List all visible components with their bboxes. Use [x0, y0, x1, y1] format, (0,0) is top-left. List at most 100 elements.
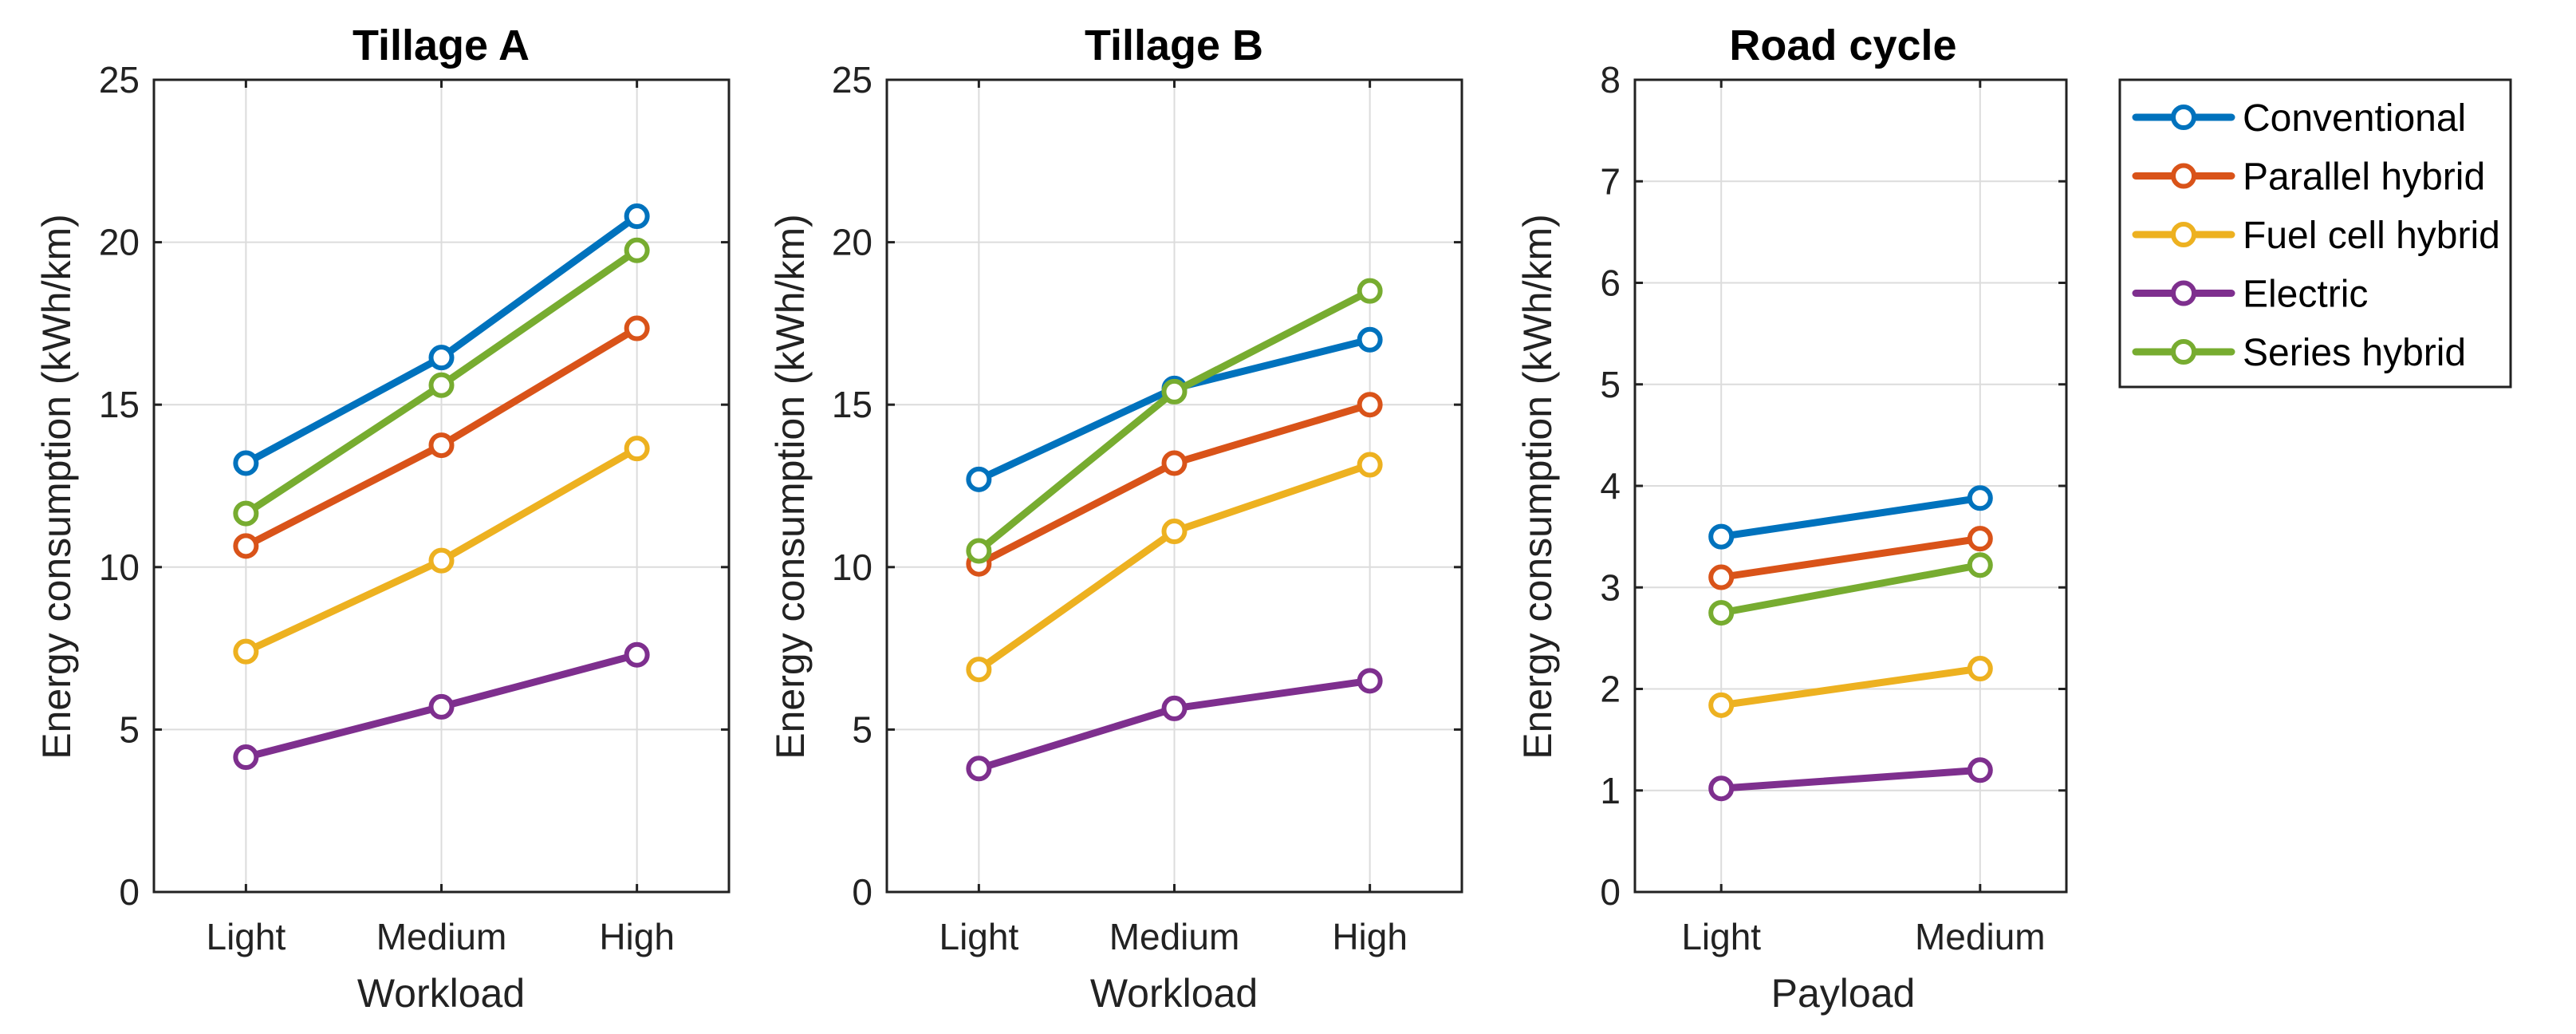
- data-point: [1357, 278, 1383, 304]
- legend-swatch-marker: [2171, 339, 2196, 365]
- legend-label: Electric: [2243, 274, 2368, 316]
- y-tick-label: 4: [1600, 465, 1621, 507]
- y-tick-label: 5: [1600, 364, 1621, 405]
- data-point: [233, 533, 259, 559]
- legend-item-fuel-cell-hybrid: Fuel cell hybrid: [2132, 215, 2500, 257]
- series-series-hybrid: [233, 237, 650, 527]
- series-fuel-cell-hybrid: [966, 452, 1383, 683]
- y-tick-label: 15: [832, 384, 872, 425]
- series-line: [1717, 494, 1984, 541]
- data-point: [1161, 378, 1188, 405]
- legend: Conventional Parallel hybrid Fuel cell hyb…: [2118, 78, 2512, 389]
- chart-title: Road cycle: [1729, 22, 1956, 69]
- panel-road-cycle: Road cycle Payload Energy consumption (k…: [1515, 22, 2068, 1016]
- x-tick-label: Medium: [1109, 916, 1240, 957]
- y-tick-label: 0: [1600, 871, 1621, 913]
- y-axis-label: Energy consumption (kWh/km): [1515, 214, 1560, 760]
- series-series-hybrid: [1708, 552, 1993, 626]
- data-point: [428, 547, 455, 574]
- y-tick-label: 20: [99, 222, 140, 263]
- x-tick-label: Light: [1681, 916, 1761, 957]
- legend-swatch-marker: [2171, 222, 2196, 247]
- axes-frame: [152, 78, 731, 894]
- y-tick-label: 8: [1600, 59, 1621, 101]
- legend-label: Fuel cell hybrid: [2243, 215, 2500, 257]
- legend-label: Conventional: [2243, 97, 2466, 140]
- data-point: [233, 500, 259, 527]
- data-point: [1161, 450, 1188, 476]
- y-tick-label: 1: [1600, 770, 1621, 811]
- data-point: [1357, 392, 1383, 418]
- data-point: [624, 237, 650, 263]
- data-point: [1708, 564, 1735, 590]
- y-tick-label: 10: [99, 547, 140, 588]
- data-point: [1967, 757, 1993, 783]
- y-tick-label: 20: [832, 222, 872, 263]
- axes-frame: [1633, 78, 2068, 894]
- series-electric: [966, 668, 1383, 782]
- data-point: [1967, 526, 1993, 552]
- axes-frame: [885, 78, 1463, 894]
- legend-swatch-marker: [2171, 280, 2196, 306]
- legend-item-conventional: Conventional: [2132, 97, 2466, 140]
- x-tick-label: High: [599, 916, 675, 957]
- data-point: [1357, 452, 1383, 478]
- data-point: [233, 744, 259, 771]
- y-tick-label: 2: [1600, 669, 1621, 710]
- x-axis-label: Workload: [357, 971, 525, 1016]
- x-axis-label: Payload: [1771, 971, 1916, 1016]
- data-point: [428, 372, 455, 398]
- y-tick-label: 0: [852, 871, 872, 913]
- data-point: [1708, 523, 1735, 550]
- y-tick-label: 0: [119, 871, 140, 913]
- series-line: [1717, 665, 1984, 709]
- series-parallel-hybrid: [966, 392, 1383, 577]
- series-fuel-cell-hybrid: [1708, 656, 1993, 718]
- data-point: [624, 436, 650, 462]
- series-parallel-hybrid: [233, 315, 650, 559]
- data-point: [966, 756, 992, 782]
- data-point: [624, 315, 650, 341]
- y-tick-label: 25: [832, 59, 872, 101]
- plot-area: 0 1 2 3 4 5 6 7 8 Light Medium: [1600, 59, 2068, 957]
- y-axis-label: Energy consumption (kWh/km): [768, 214, 813, 760]
- data-point: [1708, 600, 1735, 626]
- panel-tillage-a: Tillage A Workload Energy consumption (k…: [34, 22, 731, 1016]
- legend-swatch-marker: [2171, 105, 2196, 130]
- data-point: [1357, 326, 1383, 353]
- plot-area: 0 5 10 15 20 25 Light Medium High: [99, 59, 731, 957]
- series-series-hybrid: [966, 278, 1383, 564]
- data-point: [1161, 519, 1188, 545]
- data-point: [1967, 656, 1993, 682]
- legend-label: Series hybrid: [2243, 332, 2466, 374]
- x-tick-label: Medium: [1915, 916, 2046, 957]
- y-axis-label: Energy consumption (kWh/km): [34, 214, 79, 760]
- legend-label: Parallel hybrid: [2243, 156, 2485, 199]
- chart-title: Tillage A: [353, 22, 530, 69]
- series-electric: [1708, 757, 1993, 802]
- data-point: [1357, 668, 1383, 694]
- data-point: [428, 693, 455, 720]
- data-point: [428, 345, 455, 371]
- data-point: [966, 466, 992, 492]
- plot-area: 0 5 10 15 20 25 Light Medium High: [832, 59, 1463, 957]
- y-tick-label: 6: [1600, 262, 1621, 304]
- series-electric: [233, 641, 650, 771]
- y-tick-label: 5: [852, 708, 872, 750]
- data-point: [1967, 552, 1993, 578]
- x-tick-label: Medium: [376, 916, 507, 957]
- data-point: [233, 638, 259, 665]
- data-point: [1967, 485, 1993, 511]
- x-tick-label: Light: [206, 916, 286, 957]
- panel-tillage-b: Tillage B Workload Energy consumption (k…: [768, 22, 1463, 1016]
- y-tick-label: 5: [119, 708, 140, 750]
- data-point: [428, 432, 455, 459]
- x-tick-label: High: [1332, 916, 1408, 957]
- data-point: [624, 641, 650, 668]
- series-conventional: [1708, 485, 1993, 550]
- legend-swatch-marker: [2171, 163, 2196, 189]
- x-axis-label: Workload: [1090, 971, 1258, 1016]
- x-tick-label: Light: [939, 916, 1018, 957]
- data-point: [624, 203, 650, 230]
